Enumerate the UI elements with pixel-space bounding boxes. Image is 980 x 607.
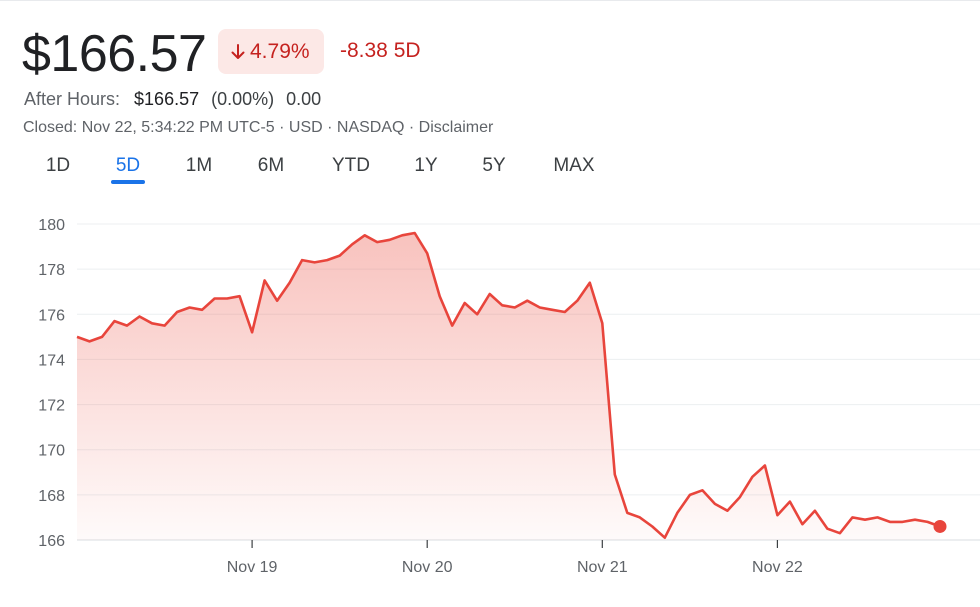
y-tick-label: 166	[38, 533, 65, 550]
after-hours-row: After Hours: $166.57 (0.00%) 0.00	[24, 86, 321, 112]
after-hours-change: 0.00	[286, 89, 322, 109]
top-divider	[0, 0, 980, 1]
y-tick-label: 180	[38, 217, 65, 234]
after-hours-price: $166.57	[134, 89, 200, 109]
market-status-line: Closed: Nov 22, 5:34:22 PM UTC-5 · USD ·…	[23, 119, 494, 136]
x-tick-label: Nov 20	[402, 559, 453, 576]
x-tick-label: Nov 19	[227, 559, 278, 576]
x-axis: Nov 19 Nov 20 Nov 21 Nov 22	[227, 540, 803, 576]
price-line	[76, 231, 941, 539]
current-price: $166.57	[22, 25, 207, 83]
x-tick-label: Nov 21	[577, 559, 628, 576]
range-tabs: 1D 5D 1M 6M YTD 1Y 5Y MAX	[0, 152, 700, 186]
active-tab-indicator	[111, 180, 145, 184]
tab-1m[interactable]: 1M	[185, 155, 213, 176]
arrow-down-icon	[231, 43, 245, 59]
y-tick-label: 176	[38, 307, 65, 324]
tab-max[interactable]: MAX	[553, 155, 595, 176]
y-tick-label: 168	[38, 488, 65, 505]
last-price-dot	[933, 519, 947, 533]
change-absolute: -8.38 5D	[340, 39, 421, 62]
change-percent-value: 4.79%	[250, 39, 310, 63]
price-area	[77, 233, 940, 540]
y-axis: 166 168 170 172 174 176 178 180	[38, 217, 65, 550]
y-tick-label: 174	[38, 352, 65, 369]
tab-5y[interactable]: 5Y	[482, 155, 506, 176]
tab-6m[interactable]: 6M	[257, 155, 285, 176]
after-hours-percent: (0.00%)	[211, 89, 275, 109]
tab-1d[interactable]: 1D	[45, 155, 71, 176]
x-tick-label: Nov 22	[752, 559, 803, 576]
tab-ytd[interactable]: YTD	[332, 155, 370, 176]
tab-1y[interactable]: 1Y	[414, 155, 438, 176]
y-tick-label: 178	[38, 262, 65, 279]
y-tick-label: 170	[38, 443, 65, 460]
y-tick-label: 172	[38, 398, 65, 415]
change-percent-badge: 4.79%	[218, 29, 324, 74]
after-hours-label: After Hours:	[24, 89, 121, 109]
tab-5d[interactable]: 5D	[115, 155, 141, 176]
